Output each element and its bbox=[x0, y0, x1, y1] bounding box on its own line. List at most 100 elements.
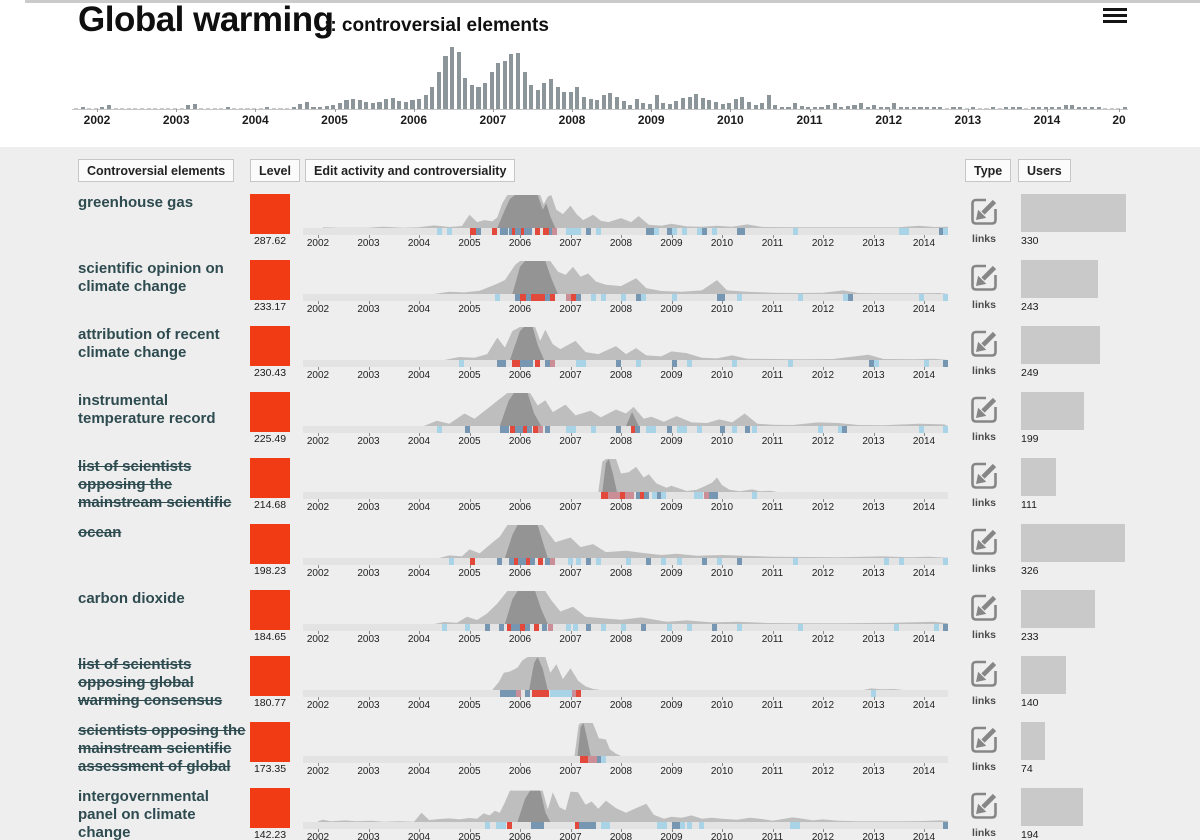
controversy-cell bbox=[662, 822, 668, 829]
column-header-elements[interactable]: Controversial elements bbox=[78, 159, 235, 182]
activity-chart[interactable]: 2002 2003 2004 2005 2006 2007 2008 2009 2010 2011… bbox=[303, 788, 948, 840]
year-label: 2003 bbox=[357, 766, 380, 777]
links-icon[interactable] bbox=[967, 261, 1001, 295]
year-tick bbox=[621, 499, 622, 502]
timeline-bar bbox=[687, 96, 692, 109]
element-label[interactable]: ocean bbox=[78, 524, 122, 541]
controversy-cell bbox=[574, 822, 580, 829]
activity-chart[interactable]: 2002 2003 2004 2005 2006 2007 2008 2009 2010 2011… bbox=[303, 656, 948, 716]
activity-chart[interactable]: 2002 2003 2004 2005 2006 2007 2008 2009 2010 2011… bbox=[303, 722, 948, 782]
year-tick bbox=[671, 697, 673, 700]
links-icon[interactable] bbox=[967, 657, 1001, 691]
year-label: 2012 bbox=[811, 502, 835, 513]
controversy-cell bbox=[532, 690, 538, 697]
controversy-cell bbox=[545, 360, 551, 367]
level-box[interactable] bbox=[250, 788, 290, 828]
links-icon[interactable] bbox=[967, 789, 1001, 823]
controversy-cell bbox=[696, 426, 702, 433]
controversy-cell bbox=[671, 360, 677, 367]
level-box[interactable] bbox=[250, 260, 290, 300]
activity-chart[interactable]: 2002 2003 2004 2005 2006 2007 2008 2009 2010 2011… bbox=[303, 326, 948, 386]
year-label: 2006 bbox=[508, 502, 532, 513]
timeline-year-tick bbox=[888, 109, 890, 112]
level-box[interactable] bbox=[250, 326, 290, 366]
controversy-cell bbox=[522, 558, 527, 565]
controversy-cell bbox=[446, 228, 452, 235]
controversy-cell bbox=[525, 624, 530, 631]
element-label[interactable]: scientific opinion on climate change bbox=[78, 260, 224, 295]
links-icon[interactable] bbox=[967, 723, 1001, 757]
column-header-type[interactable]: Type bbox=[965, 159, 1012, 182]
activity-chart[interactable]: 2002 2003 2004 2005 2006 2007 2008 2009 2010 2011… bbox=[303, 458, 948, 518]
year-tick bbox=[520, 631, 521, 634]
year-label: 2011 bbox=[761, 832, 784, 840]
activity-chart[interactable]: 2002 2003 2004 2005 2006 2007 2008 2009 2010 2011… bbox=[303, 260, 948, 320]
timeline-year-tick bbox=[651, 109, 653, 112]
links-icon[interactable] bbox=[967, 525, 1001, 559]
level-box[interactable] bbox=[250, 722, 290, 762]
activity-chart[interactable]: 2002 2003 2004 2005 2006 2007 2008 2009 2010 2011… bbox=[303, 590, 948, 650]
year-label: 2006 bbox=[508, 436, 532, 447]
links-icon[interactable] bbox=[967, 459, 1001, 493]
year-tick bbox=[823, 235, 824, 238]
controversy-cell bbox=[526, 294, 532, 301]
timeline-bar bbox=[364, 102, 369, 109]
controversy-cell bbox=[500, 360, 506, 367]
element-row: greenhouse gas 287.62 2002 2003 2004 2005 2006… bbox=[0, 194, 1200, 260]
year-label: 2011 bbox=[761, 766, 784, 777]
users-bar bbox=[1021, 392, 1085, 430]
level-box[interactable] bbox=[250, 392, 290, 432]
level-box[interactable] bbox=[250, 458, 290, 498]
timeline-bar bbox=[753, 105, 758, 109]
links-icon[interactable] bbox=[967, 591, 1001, 625]
type-label: links bbox=[972, 431, 996, 443]
controversy-cell bbox=[475, 228, 481, 235]
timeline-bar bbox=[595, 100, 600, 109]
year-label: 2003 bbox=[357, 832, 380, 840]
controversy-cell bbox=[919, 426, 924, 433]
element-label[interactable]: list of scientists opposing global warmi… bbox=[78, 656, 223, 709]
timeline-bar bbox=[667, 104, 672, 109]
year-label: 2008 bbox=[609, 238, 633, 249]
links-icon[interactable] bbox=[967, 393, 1001, 427]
column-header-users[interactable]: Users bbox=[1018, 159, 1071, 182]
controversy-cell bbox=[790, 822, 796, 829]
controversy-cell bbox=[550, 690, 556, 697]
activity-chart[interactable]: 2002 2003 2004 2005 2006 2007 2008 2009 2010 2011… bbox=[303, 392, 948, 452]
year-tick bbox=[873, 829, 875, 832]
year-tick bbox=[318, 367, 319, 370]
year-label: 2008 bbox=[609, 568, 633, 579]
level-box[interactable] bbox=[250, 194, 290, 234]
element-label[interactable]: list of scientists opposing the mainstre… bbox=[78, 458, 232, 511]
timeline-bar bbox=[370, 102, 375, 109]
timeline-bar bbox=[172, 108, 178, 109]
timeline-bar bbox=[832, 103, 837, 109]
element-label[interactable]: intergovernmental panel on climate chang… bbox=[78, 788, 209, 840]
links-icon[interactable] bbox=[967, 195, 1001, 229]
column-header-edit-activity[interactable]: Edit activity and controversiality bbox=[305, 159, 516, 182]
level-box[interactable] bbox=[250, 590, 290, 630]
element-label[interactable]: attribution of recent climate change bbox=[78, 326, 220, 361]
activity-chart[interactable]: 2002 2003 2004 2005 2006 2007 2008 2009 2010 2011… bbox=[303, 524, 948, 584]
controversy-cell bbox=[676, 426, 682, 433]
element-label[interactable]: instrumental temperature record bbox=[78, 392, 216, 427]
links-icon[interactable] bbox=[967, 327, 1001, 361]
element-label[interactable]: carbon dioxide bbox=[78, 590, 185, 607]
year-tick bbox=[570, 433, 572, 436]
column-header-level[interactable]: Level bbox=[250, 159, 300, 182]
element-label[interactable]: greenhouse gas bbox=[78, 194, 194, 211]
users-value: 233 bbox=[1021, 631, 1039, 643]
level-box[interactable] bbox=[250, 524, 290, 564]
element-label[interactable]: scientists opposing the mainstream scien… bbox=[78, 722, 246, 775]
year-label: 2003 bbox=[357, 634, 380, 645]
controversy-cell bbox=[565, 624, 571, 631]
menu-icon[interactable] bbox=[1103, 8, 1127, 26]
year-tick bbox=[772, 433, 774, 436]
element-row: instrumental temperature record 225.49 200… bbox=[0, 392, 1200, 458]
level-box[interactable] bbox=[250, 656, 290, 696]
activity-chart[interactable]: 2002 2003 2004 2005 2006 2007 2008 2009 2010 2011… bbox=[303, 194, 948, 254]
timeline-bar bbox=[601, 95, 606, 109]
timeline-chart[interactable]: 2002 2003 2004 2005 2006 2007 2008 2009 2010 2011… bbox=[72, 46, 1162, 136]
year-tick bbox=[520, 565, 521, 568]
controversy-cell bbox=[596, 756, 602, 763]
